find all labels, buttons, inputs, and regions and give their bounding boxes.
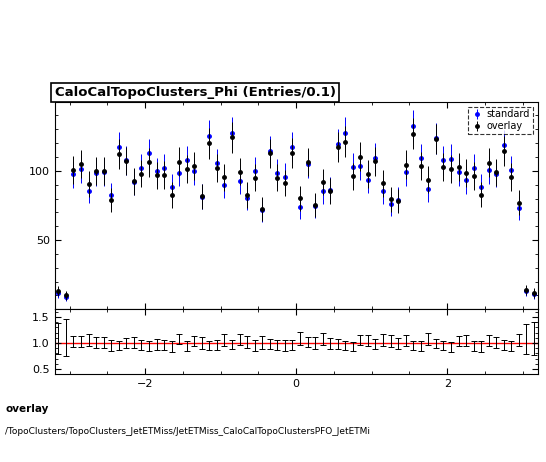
Text: /TopoClusters/TopoClusters_JetETMiss/JetETMiss_CaloCalTopoClustersPFO_JetETMi: /TopoClusters/TopoClusters_JetETMiss/Jet… [5,427,370,436]
Text: overlay: overlay [5,404,49,414]
Text: CaloCalTopoClusters_Phi (Entries/0.1): CaloCalTopoClusters_Phi (Entries/0.1) [55,86,336,99]
Legend: standard, overlay: standard, overlay [468,107,533,134]
